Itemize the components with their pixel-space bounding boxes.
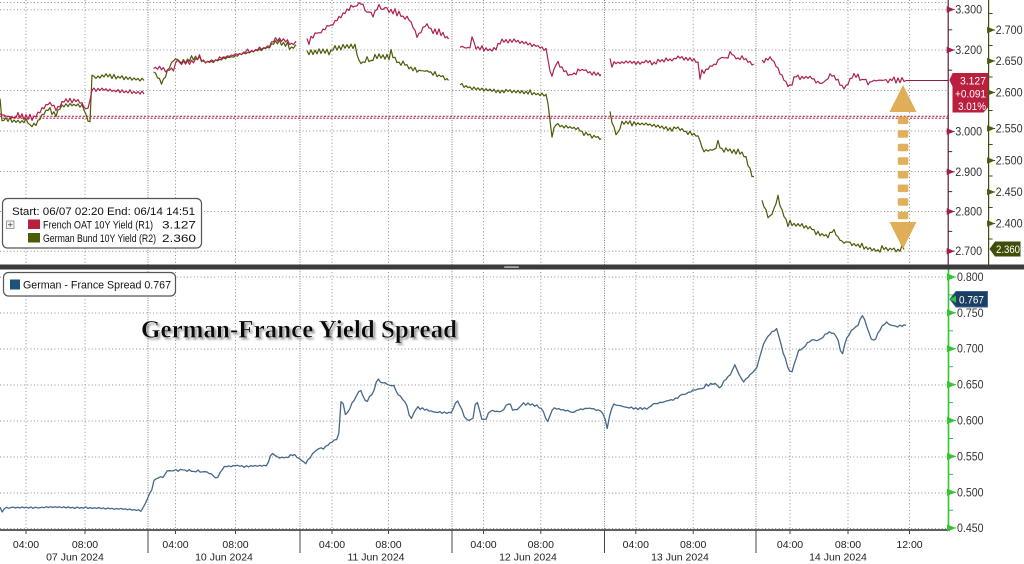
svg-text:08:00: 08:00 — [72, 539, 98, 551]
svg-text:0.450: 0.450 — [957, 523, 984, 535]
svg-text:12 Jun 2024: 12 Jun 2024 — [499, 552, 557, 564]
svg-text:0.550: 0.550 — [957, 451, 984, 463]
svg-text:French OAT 10Y Yield (R1): French OAT 10Y Yield (R1) — [43, 220, 153, 232]
svg-text:08:00: 08:00 — [528, 539, 554, 551]
svg-text:3.000: 3.000 — [955, 127, 982, 139]
svg-text:3.200: 3.200 — [955, 45, 982, 57]
svg-text:2.650: 2.650 — [996, 56, 1023, 68]
svg-text:08:00: 08:00 — [222, 539, 248, 551]
svg-text:2.450: 2.450 — [996, 187, 1023, 199]
svg-text:German-France Yield Spread: German-France Yield Spread — [141, 315, 457, 344]
svg-text:2.700: 2.700 — [955, 246, 982, 258]
svg-text:2.900: 2.900 — [955, 167, 982, 179]
svg-text:0.600: 0.600 — [957, 416, 984, 428]
svg-text:German-France Yield Spread: German-France Yield Spread — [143, 317, 459, 346]
svg-text:04:00: 04:00 — [13, 539, 39, 551]
svg-text:3.01%: 3.01% — [958, 101, 986, 113]
svg-text:04:00: 04:00 — [623, 539, 649, 551]
svg-text:12:00: 12:00 — [896, 539, 922, 551]
svg-text:04:00: 04:00 — [319, 539, 345, 551]
svg-text:04:00: 04:00 — [470, 539, 496, 551]
svg-text:13 Jun 2024: 13 Jun 2024 — [651, 552, 709, 564]
svg-text:14 Jun 2024: 14 Jun 2024 — [809, 552, 867, 564]
svg-text:07 Jun 2024: 07 Jun 2024 — [46, 552, 104, 564]
svg-text:0.767: 0.767 — [959, 294, 984, 306]
svg-text:2.360: 2.360 — [162, 233, 196, 245]
svg-text:3.127: 3.127 — [960, 76, 986, 88]
svg-text:11 Jun 2024: 11 Jun 2024 — [347, 552, 404, 564]
svg-text:10 Jun 2024: 10 Jun 2024 — [195, 552, 253, 564]
svg-text:0.800: 0.800 — [957, 272, 984, 284]
svg-text:0.750: 0.750 — [957, 308, 984, 320]
svg-text:08:00: 08:00 — [835, 539, 861, 551]
svg-text:3.127: 3.127 — [162, 220, 196, 232]
svg-text:08:00: 08:00 — [375, 539, 401, 551]
svg-text:0.650: 0.650 — [957, 380, 984, 392]
svg-text:German - France Spread 0.767: German - France Spread 0.767 — [23, 280, 171, 292]
svg-text:2.550: 2.550 — [996, 124, 1023, 136]
svg-text:08:00: 08:00 — [680, 539, 706, 551]
svg-text:2.800: 2.800 — [955, 207, 982, 219]
svg-text:2.360: 2.360 — [996, 244, 1020, 256]
svg-text:+0.091: +0.091 — [955, 89, 986, 101]
svg-text:04:00: 04:00 — [777, 539, 803, 551]
svg-text:German Bund 10Y Yield (R2): German Bund 10Y Yield (R2) — [43, 233, 156, 245]
svg-text:Start: 06/07 02:20 End: 06/14: Start: 06/07 02:20 End: 06/14 14:51 — [12, 206, 195, 218]
svg-text:2.400: 2.400 — [996, 219, 1023, 231]
svg-text:3.300: 3.300 — [955, 5, 982, 17]
svg-text:2.600: 2.600 — [996, 88, 1023, 100]
svg-text:0.500: 0.500 — [957, 487, 984, 499]
svg-text:2.700: 2.700 — [996, 25, 1023, 37]
svg-text:2.500: 2.500 — [996, 156, 1023, 168]
svg-text:04:00: 04:00 — [162, 539, 188, 551]
svg-text:0.700: 0.700 — [957, 344, 984, 356]
